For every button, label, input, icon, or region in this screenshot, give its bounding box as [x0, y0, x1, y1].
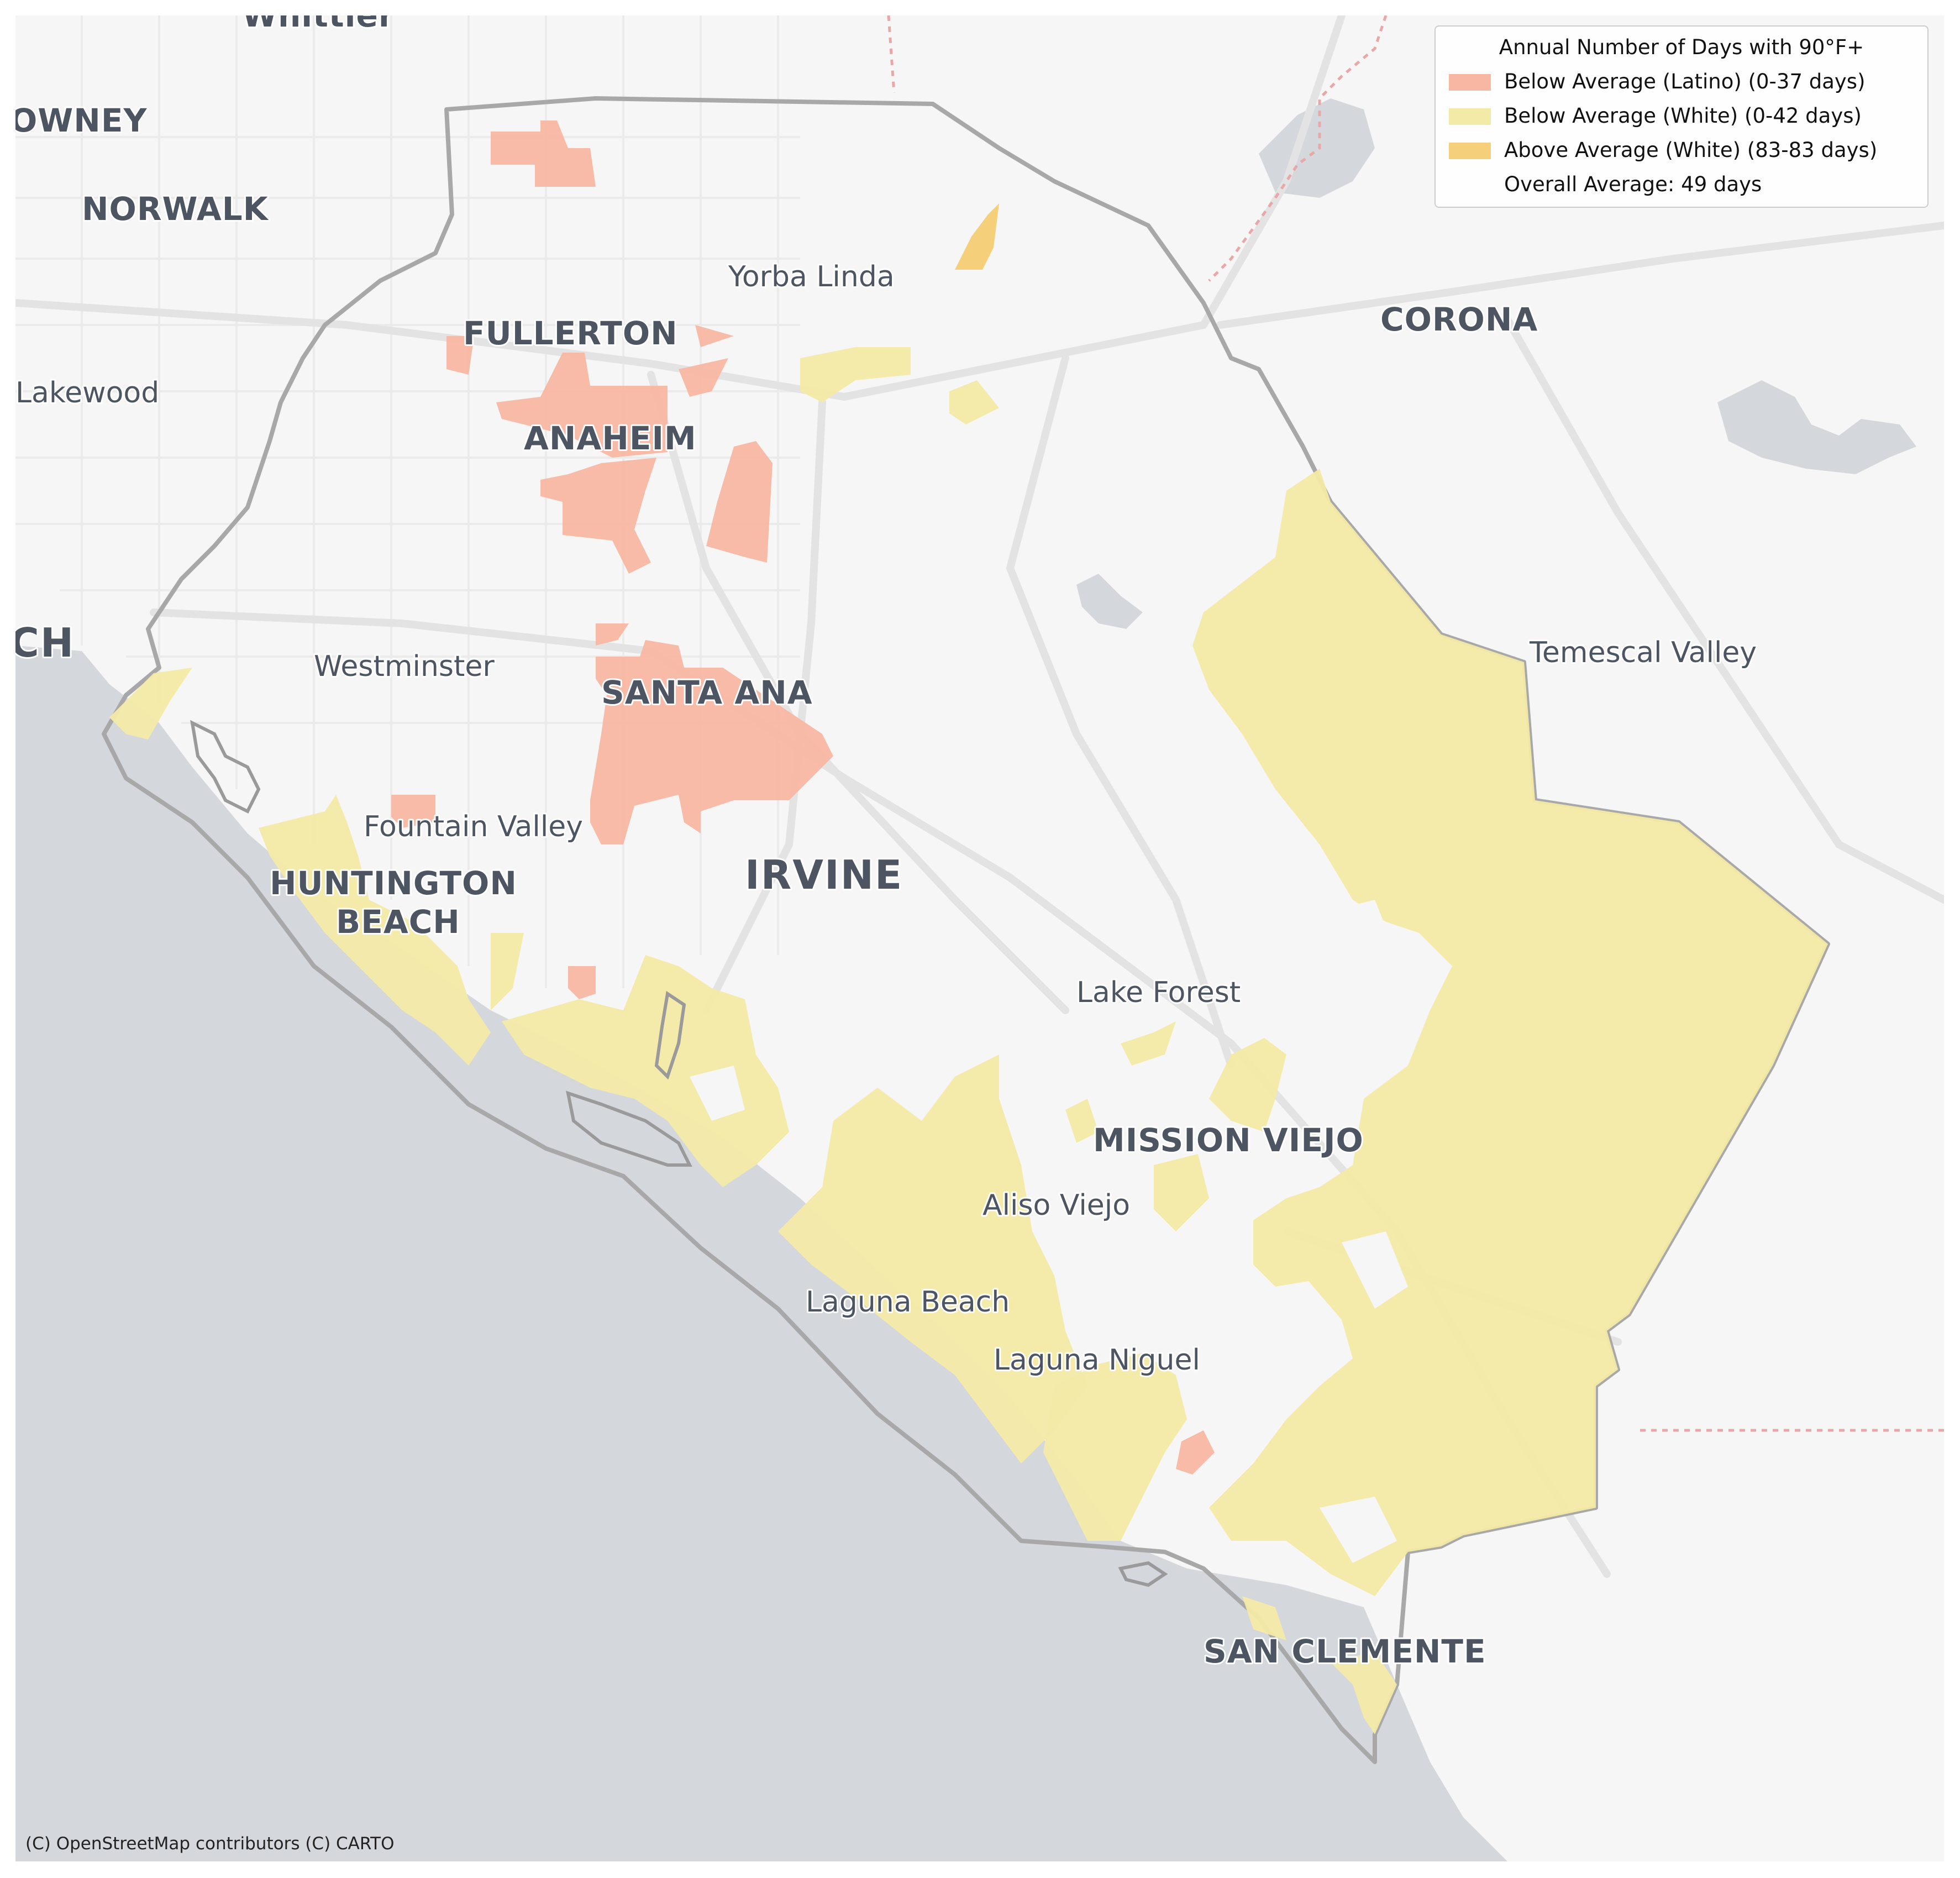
- tract-white-dana-point: [1242, 1596, 1286, 1640]
- below-average-white-regions: [109, 347, 1828, 1734]
- label-beach: BEACH: [336, 903, 460, 941]
- tract-white-mission-viejo-central: [1154, 1154, 1209, 1231]
- legend-swatch-below-white: [1449, 108, 1491, 125]
- tract-latino-fountain-valley: [391, 795, 435, 828]
- label-laguna-beach: Laguna Beach: [806, 1286, 1010, 1319]
- legend-label-below-white: Below Average (White) (0-42 days): [1504, 104, 1862, 128]
- tract-white-aliso-creek: [1065, 1099, 1099, 1143]
- tract-white-newport-coast: [502, 955, 789, 1187]
- marina-outlines: [190, 720, 1168, 1587]
- legend-label-above-white: Above Average (White) (83-83 days): [1504, 138, 1878, 162]
- map-frame[interactable]: Whittier OWNEY NORWALK Lakewood CH FULLE…: [15, 15, 1944, 1861]
- label-anaheim: ANAHEIM: [524, 419, 697, 457]
- tract-white-yorba-linda-east: [949, 380, 999, 424]
- tract-white-seal-beach: [109, 668, 192, 739]
- label-santa-ana: SANTA ANA: [601, 674, 813, 711]
- tract-latino-costa-mesa: [568, 966, 596, 999]
- tract-white-laguna-niguel: [1043, 1353, 1187, 1541]
- lake-mathews: [1717, 380, 1916, 474]
- label-aliso-viejo: Aliso Viejo: [982, 1189, 1130, 1222]
- tract-latino-santa-ana: [590, 640, 833, 844]
- map-attribution: (C) OpenStreetMap contributors (C) CARTO: [25, 1834, 395, 1854]
- legend-label-below-latino: Below Average (Latino) (0-37 days): [1504, 70, 1866, 93]
- tract-latino-san-juan-capistrano: [1176, 1430, 1215, 1475]
- label-laguna-niguel: Laguna Niguel: [994, 1344, 1200, 1377]
- legend-title: Annual Number of Days with 90°F+: [1499, 35, 1864, 59]
- label-irvine: IRVINE: [745, 852, 903, 898]
- label-norwalk: NORWALK: [82, 190, 269, 228]
- legend-swatch-below-latino: [1449, 74, 1491, 91]
- above-average-white-regions: [955, 203, 999, 270]
- label-mission-viejo: MISSION VIEJO: [1093, 1121, 1364, 1159]
- legend-label-overall-average: Overall Average: 49 days: [1504, 172, 1762, 196]
- label-lakewood: Lakewood: [15, 376, 159, 410]
- place-labels: Whittier OWNEY NORWALK Lakewood CH FULLE…: [15, 15, 1758, 1672]
- label-corona: CORONA: [1380, 301, 1538, 338]
- irvine-lake: [1076, 574, 1143, 629]
- label-whittier: Whittier: [242, 15, 395, 34]
- tract-white-mission-viejo-north: [1209, 1038, 1286, 1132]
- label-fullerton: FULLERTON: [463, 314, 678, 352]
- county-line-dotted: [887, 15, 1944, 1432]
- below-average-latino-regions: [391, 120, 1215, 1475]
- tract-latino-anaheim-central: [540, 458, 656, 574]
- label-downey: OWNEY: [15, 102, 147, 139]
- label-huntington: HUNTINGTON: [270, 864, 517, 902]
- tract-latino-anaheim-east: [706, 441, 773, 563]
- tract-white-san-clemente: [1331, 1651, 1397, 1734]
- label-long-beach-fragment: CH: [15, 620, 75, 666]
- unshaded-tracts: [690, 900, 1408, 1563]
- map-canvas[interactable]: Whittier OWNEY NORWALK Lakewood CH FULLE…: [15, 15, 1944, 1861]
- label-lake-forest: Lake Forest: [1076, 976, 1241, 1009]
- tract-latino-garden-grove: [596, 623, 629, 646]
- tract-latino-anaheim-north: [496, 353, 668, 458]
- tract-white-huntington-beach: [259, 795, 491, 1066]
- tract-latino-la-habra: [491, 120, 596, 187]
- legend-swatch-above-white: [1449, 143, 1491, 159]
- tract-white-lake-forest: [1121, 1021, 1176, 1066]
- tract-white-south-orange-county: [778, 1055, 1087, 1463]
- tract-white-yorba-linda-west: [800, 347, 911, 402]
- tract-latino-fullerton-east: [695, 325, 734, 347]
- tract-white-east-canyons: [1192, 469, 1828, 1596]
- tract-white-huntington-east: [491, 933, 524, 1010]
- tract-above-white-chino-hills: [955, 203, 999, 270]
- label-westminster: Westminster: [314, 650, 495, 683]
- tract-latino-fullerton: [446, 336, 474, 375]
- label-san-clemente: SAN CLEMENTE: [1204, 1633, 1486, 1670]
- label-yorba-linda: Yorba Linda: [728, 260, 895, 293]
- map-legend: Annual Number of Days with 90°F+ Below A…: [1434, 25, 1929, 208]
- label-temescal-valley: Temescal Valley: [1529, 636, 1757, 669]
- label-fountain-valley: Fountain Valley: [364, 810, 583, 843]
- tract-latino-placentia: [679, 358, 728, 397]
